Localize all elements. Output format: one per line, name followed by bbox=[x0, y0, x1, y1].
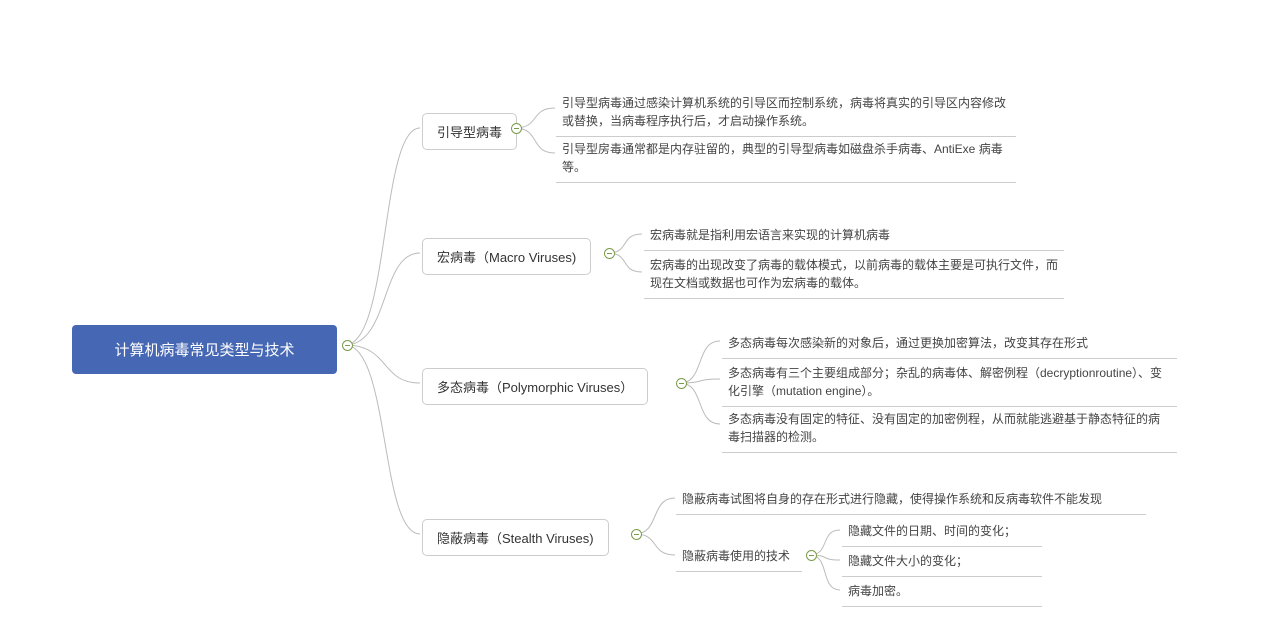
toggle-icon[interactable] bbox=[342, 340, 353, 351]
leaf-node: 隐藏文件大小的变化； bbox=[842, 548, 1042, 577]
leaf-node: 宏病毒就是指利用宏语言来实现的计算机病毒 bbox=[644, 222, 1064, 251]
sub-branch-node-stealth-tech[interactable]: 隐蔽病毒使用的技术 bbox=[676, 543, 802, 572]
toggle-icon[interactable] bbox=[676, 378, 687, 389]
branch-label: 隐蔽病毒（Stealth Viruses) bbox=[437, 531, 594, 546]
branch-node-polymorphic-virus[interactable]: 多态病毒（Polymorphic Viruses） bbox=[422, 368, 648, 405]
leaf-node: 引导型病毒通过感染计算机系统的引导区而控制系统，病毒将真实的引导区内容修改或替换… bbox=[556, 90, 1016, 137]
leaf-node: 多态病毒有三个主要组成部分；杂乱的病毒体、解密例程（decryptionrout… bbox=[722, 360, 1177, 407]
leaf-node: 病毒加密。 bbox=[842, 578, 1042, 607]
branch-node-stealth-virus[interactable]: 隐蔽病毒（Stealth Viruses) bbox=[422, 519, 609, 556]
branch-node-boot-virus[interactable]: 引导型病毒 bbox=[422, 113, 517, 150]
leaf-node: 隐藏文件的日期、时间的变化； bbox=[842, 518, 1042, 547]
leaf-node: 多态病毒没有固定的特征、没有固定的加密例程，从而就能逃避基于静态特征的病毒扫描器… bbox=[722, 406, 1177, 453]
leaf-node: 隐蔽病毒试图将自身的存在形式进行隐藏，使得操作系统和反病毒软件不能发现 bbox=[676, 486, 1146, 515]
leaf-node: 引导型房毒通常都是内存驻留的，典型的引导型病毒如磁盘杀手病毒、AntiExe 病… bbox=[556, 136, 1016, 183]
toggle-icon[interactable] bbox=[806, 550, 817, 561]
toggle-icon[interactable] bbox=[604, 248, 615, 259]
branch-label: 多态病毒（Polymorphic Viruses） bbox=[437, 380, 633, 395]
toggle-icon[interactable] bbox=[511, 123, 522, 134]
root-label: 计算机病毒常见类型与技术 bbox=[114, 342, 294, 359]
branch-label: 宏病毒（Macro Viruses) bbox=[437, 250, 576, 265]
leaf-node: 宏病毒的出现改变了病毒的载体模式，以前病毒的载体主要是可执行文件，而现在文档或数… bbox=[644, 252, 1064, 299]
leaf-node: 多态病毒每次感染新的对象后，通过更换加密算法，改变其存在形式 bbox=[722, 330, 1177, 359]
toggle-icon[interactable] bbox=[631, 529, 642, 540]
root-node[interactable]: 计算机病毒常见类型与技术 bbox=[72, 325, 337, 374]
branch-node-macro-virus[interactable]: 宏病毒（Macro Viruses) bbox=[422, 238, 591, 275]
sub-branch-label: 隐蔽病毒使用的技术 bbox=[682, 549, 790, 563]
branch-label: 引导型病毒 bbox=[437, 125, 502, 140]
